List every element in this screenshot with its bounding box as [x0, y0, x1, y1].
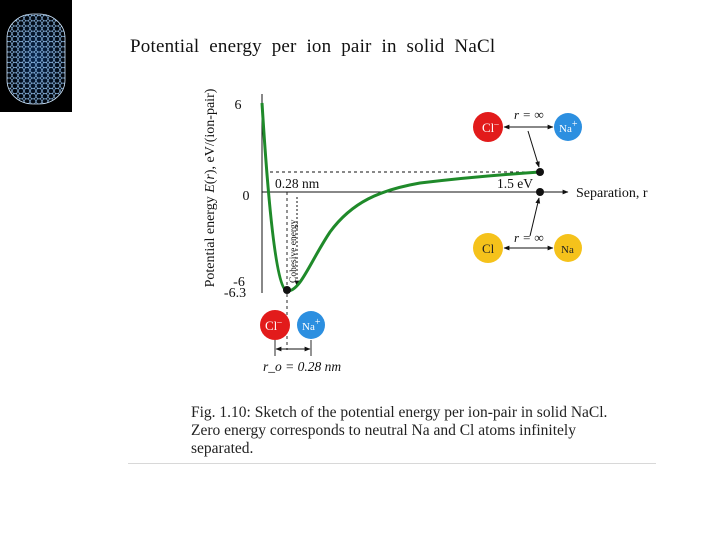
- cl-atom-label: Cl: [482, 241, 495, 256]
- na-ion-solid-label: Na+: [302, 317, 321, 333]
- y-tick-neg6: -6: [233, 275, 245, 290]
- energy-curve: [260, 102, 541, 293]
- carbon-nanotube-icon: [6, 13, 66, 105]
- top-pointer-arrow: [527, 130, 540, 168]
- y-tick-6: 6: [235, 98, 242, 113]
- figure-caption: Fig. 1.10: Sketch of the potential energ…: [191, 404, 671, 458]
- cohesive-energy-label: Cohesive energy: [289, 219, 299, 283]
- na-atom-label: Na: [561, 244, 574, 256]
- y-tick-0: 0: [243, 189, 250, 204]
- bottom-pointer-arrow: [529, 197, 541, 237]
- na-atom: [554, 234, 582, 262]
- ionization-label: 1.5 eV: [497, 176, 533, 191]
- cl-ion-top-label: Cl–: [482, 119, 499, 135]
- cl-ion-solid: [260, 310, 290, 340]
- x-axis-label: Separation, r: [576, 186, 648, 201]
- na-ion-solid: [297, 311, 325, 339]
- y-axis-label: Potential energy E(r), eV/(ion-pair): [203, 88, 218, 287]
- na-ion-top-label: Na+: [559, 119, 578, 135]
- minimum-point: [283, 286, 291, 294]
- caption-line-3: separated.: [191, 440, 254, 457]
- page-title: Potential energy per ion pair in solid N…: [130, 36, 496, 57]
- caption-line-1: Fig. 1.10: Sketch of the potential energ…: [191, 404, 608, 421]
- caption-line-2: Zero energy corresponds to neutral Na an…: [191, 422, 576, 439]
- ion-limit-point: [536, 168, 544, 176]
- potential-energy-chart: Potential energy E(r), eV/(ion-pair) 6 0…: [203, 88, 648, 374]
- cl-ion-solid-label: Cl–: [265, 317, 282, 333]
- cl-ion-top: [473, 112, 503, 142]
- y-tick-neg6-3: -6.3: [224, 286, 246, 301]
- r0-bottom-label: r_o = 0.28 nm: [263, 359, 341, 374]
- atom-limit-point: [536, 188, 544, 196]
- na-ion-top: [554, 113, 582, 141]
- divider: [128, 463, 656, 464]
- bottom-separation-label: r = ∞: [514, 230, 544, 245]
- top-separation-label: r = ∞: [514, 107, 544, 122]
- cl-atom: [473, 233, 503, 263]
- nanotube-logo: [0, 0, 72, 112]
- r0-label: 0.28 nm: [275, 176, 320, 191]
- svg-text:Potential energy E(r), eV/(ion: Potential energy E(r), eV/(ion-pair): [203, 88, 218, 287]
